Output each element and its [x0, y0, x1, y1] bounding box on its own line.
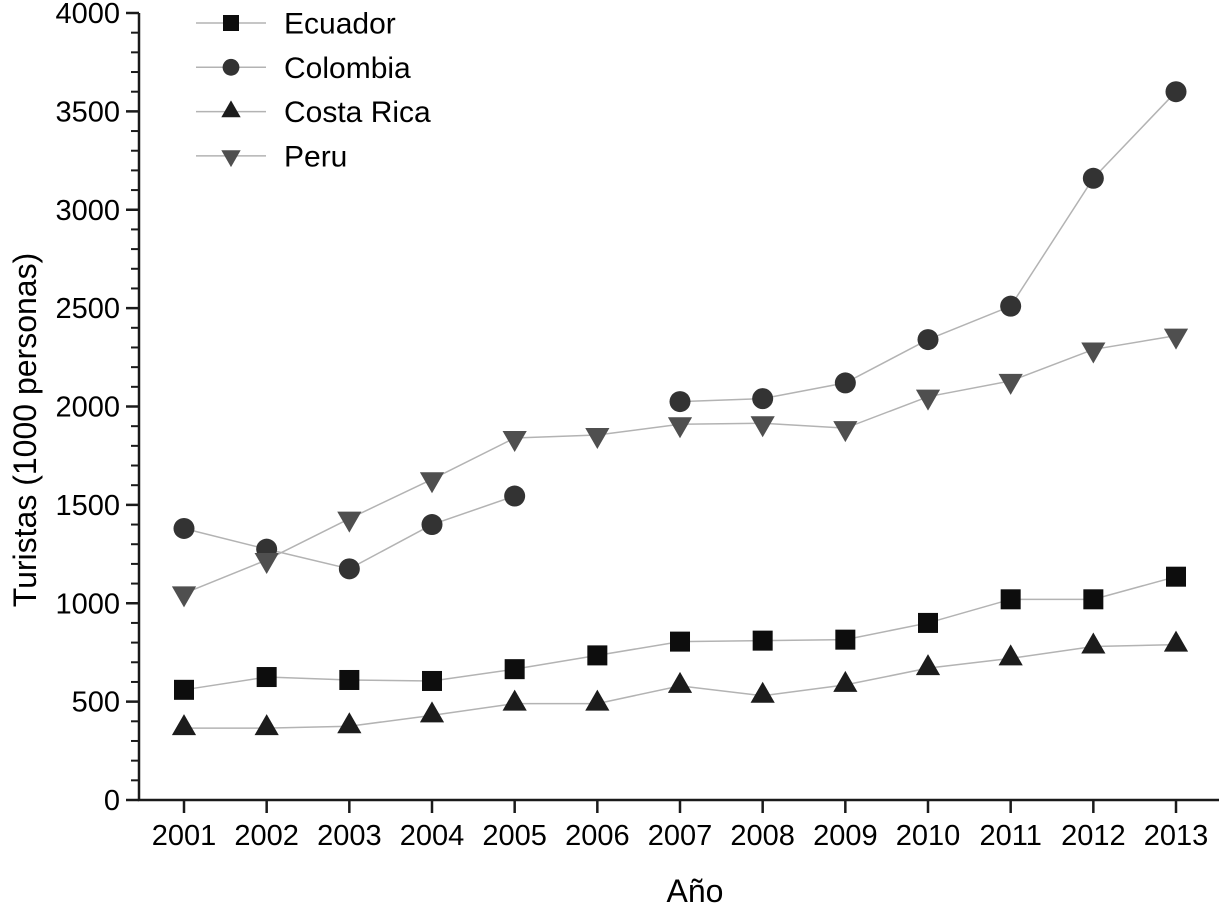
- x-tick-label: 2003: [317, 820, 382, 852]
- y-tick-label: 3500: [55, 96, 120, 128]
- y-tick-label: 2000: [55, 392, 120, 424]
- y-axis-label: Turistas (1000 personas): [7, 253, 43, 608]
- data-point-marker: [254, 552, 279, 574]
- data-point-marker: [834, 372, 856, 394]
- y-tick-label: 3000: [55, 195, 120, 227]
- data-point-marker: [752, 630, 773, 651]
- data-point-marker: [915, 389, 941, 411]
- data-point-marker: [174, 679, 194, 700]
- data-point-marker: [585, 428, 610, 450]
- data-point-marker: [339, 669, 360, 690]
- data-point-marker: [502, 430, 527, 452]
- legend: Ecuador Colombia Costa Rica Peru: [196, 8, 431, 173]
- series-line: [183, 334, 1177, 595]
- x-tick-label: 2009: [813, 820, 878, 852]
- axes: 0 500 1000 1500 2000 2500 3000 3500 4000 2001 2002…: [55, 0, 1219, 852]
- legend-item-costa-rica: Costa Rica: [196, 96, 431, 129]
- y-tick-label: 4000: [55, 0, 120, 30]
- data-point-marker: [254, 714, 279, 736]
- legend-label: Peru: [284, 140, 347, 173]
- data-point-marker: [1000, 295, 1022, 317]
- legend-label: Ecuador: [284, 8, 396, 41]
- y-tick-label: 1000: [55, 588, 120, 620]
- data-point-marker: [667, 671, 693, 693]
- data-point-marker: [422, 670, 443, 691]
- data-point-marker: [998, 644, 1023, 666]
- data-point-marker: [337, 511, 362, 533]
- x-tick-label: 2005: [482, 820, 547, 852]
- data-point-marker: [256, 667, 277, 688]
- data-point-marker: [171, 714, 197, 736]
- y-tick-label: 1500: [55, 490, 120, 522]
- legend-marker: [221, 150, 241, 168]
- data-point-marker: [915, 654, 941, 676]
- data-point-marker: [750, 681, 775, 703]
- data-point-marker: [833, 421, 858, 443]
- data-point-marker: [171, 586, 197, 608]
- data-point-marker: [337, 712, 362, 734]
- x-axis-label: Año: [667, 873, 724, 908]
- series-line: [679, 91, 1177, 403]
- data-point-marker: [338, 558, 360, 580]
- y-tick-label: 2500: [55, 293, 120, 325]
- data-series: [171, 81, 1189, 736]
- data-point-marker: [1081, 632, 1106, 654]
- data-point-marker: [1083, 589, 1104, 610]
- data-point-marker: [752, 388, 774, 410]
- x-tick-label: 2012: [1061, 820, 1126, 852]
- y-tick-label: 0: [104, 785, 120, 817]
- data-point-marker: [504, 485, 526, 507]
- x-tick-label: 2011: [979, 820, 1041, 852]
- legend-marker: [222, 58, 240, 76]
- data-point-marker: [585, 689, 610, 711]
- x-tick-label: 2004: [400, 820, 465, 852]
- legend-item-peru: Peru: [196, 140, 347, 173]
- legend-marker: [221, 100, 241, 118]
- data-point-marker: [667, 417, 693, 439]
- series-ecuador: [174, 566, 1187, 700]
- data-point-marker: [1081, 342, 1106, 364]
- x-tick-label: 2013: [1144, 820, 1209, 852]
- data-point-marker: [1163, 328, 1189, 350]
- data-point-marker: [670, 631, 691, 652]
- data-point-marker: [917, 329, 939, 351]
- y-tick-label: 500: [72, 687, 120, 719]
- data-point-marker: [998, 373, 1023, 395]
- x-tick-label: 2010: [896, 820, 961, 852]
- data-point-marker: [502, 689, 527, 711]
- data-point-marker: [918, 612, 939, 633]
- data-point-marker: [1166, 566, 1187, 587]
- data-point-marker: [419, 472, 445, 494]
- data-point-marker: [587, 645, 608, 666]
- series-colombia: [173, 81, 1187, 580]
- data-point-marker: [504, 659, 525, 680]
- series-peru: [171, 328, 1189, 608]
- data-point-marker: [835, 629, 856, 650]
- data-point-marker: [421, 514, 443, 536]
- data-point-marker: [833, 670, 858, 692]
- x-tick-label: 2008: [730, 820, 795, 852]
- data-point-marker: [1000, 589, 1021, 610]
- legend-label: Costa Rica: [284, 96, 431, 129]
- x-tick-label: 2006: [565, 820, 630, 852]
- x-tick-label: 2007: [648, 820, 713, 852]
- legend-marker: [223, 15, 239, 31]
- x-tick-label: 2002: [234, 820, 299, 852]
- x-tick-label: 2001: [152, 820, 217, 852]
- series-costa-rica: [171, 630, 1189, 736]
- legend-item-ecuador: Ecuador: [196, 8, 396, 41]
- data-point-marker: [173, 517, 195, 539]
- data-point-marker: [669, 391, 691, 413]
- data-point-marker: [1165, 81, 1187, 103]
- legend-item-colombia: Colombia: [196, 52, 411, 85]
- data-point-marker: [750, 416, 775, 438]
- data-point-marker: [419, 701, 445, 723]
- legend-label: Colombia: [284, 52, 411, 85]
- data-point-marker: [1082, 167, 1104, 189]
- data-point-marker: [1163, 630, 1189, 652]
